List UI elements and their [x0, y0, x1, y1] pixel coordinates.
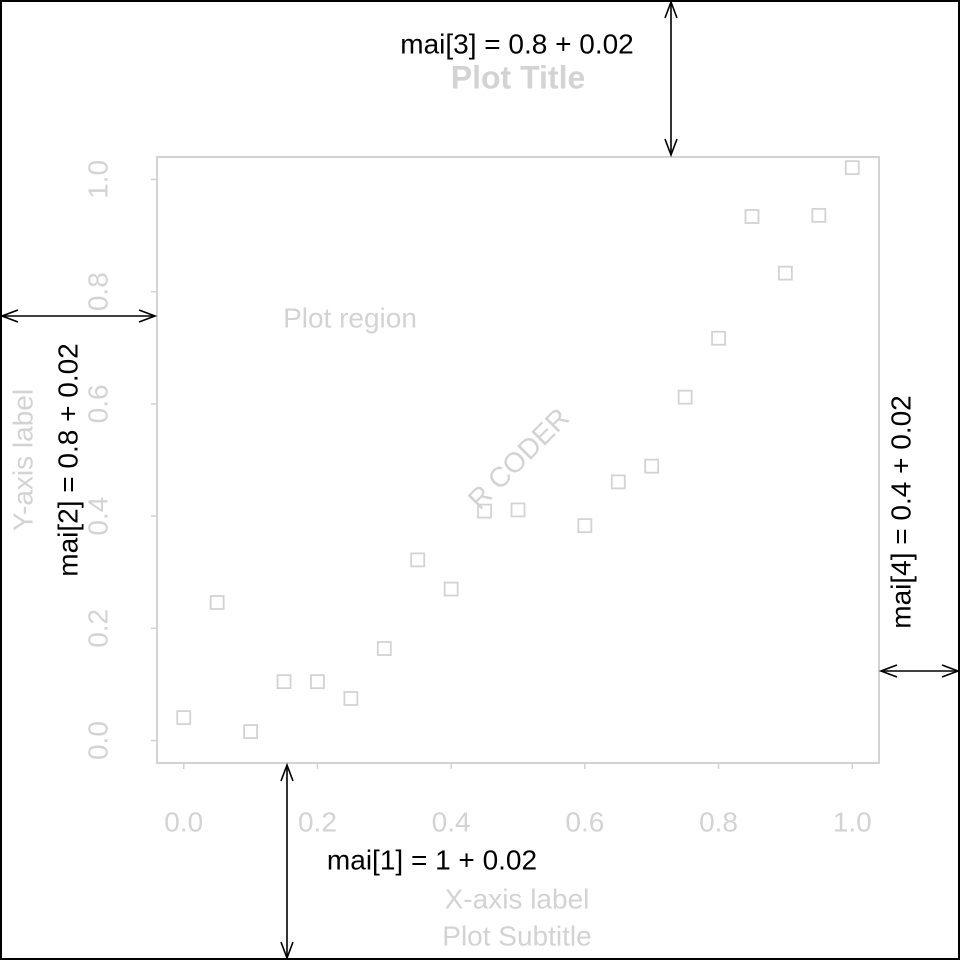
point	[510, 502, 526, 518]
annotation: mai[4] = 0.4 + 0.02	[885, 395, 916, 629]
y-tick-label: 1.0	[82, 160, 113, 199]
y-tick-label: 0.0	[82, 721, 113, 760]
y-axis-label: Y-axis label	[7, 389, 38, 531]
point	[778, 265, 793, 281]
point	[343, 691, 359, 706]
x-tick-label: 0.6	[565, 806, 604, 837]
x-tick-label: 0.2	[298, 806, 337, 837]
x-axis-label: X-axis label	[445, 883, 590, 914]
y-tick-label: 0.4	[82, 497, 113, 536]
point	[610, 474, 626, 490]
plot-box	[156, 156, 880, 764]
y-tick-label: 0.2	[82, 609, 113, 648]
annotation: mai[3] = 0.8 + 0.02	[400, 28, 634, 59]
annotation: mai[1] = 1 + 0.02	[327, 844, 537, 875]
y-tick-label: 0.6	[82, 384, 113, 423]
chart-title: Plot Title	[451, 59, 586, 95]
annotation: R CODER	[462, 402, 575, 515]
annotation: mai[2] = 0.8 + 0.02	[52, 343, 83, 577]
x-tick-label: 1.0	[833, 806, 872, 837]
point	[844, 160, 860, 176]
chart-subtitle: Plot Subtitle	[442, 920, 591, 951]
point	[209, 595, 225, 610]
point	[176, 710, 192, 725]
x-tick-label: 0.8	[699, 806, 738, 837]
point	[376, 641, 392, 656]
point	[577, 518, 593, 534]
point	[644, 458, 660, 474]
x-tick-label: 0.0	[164, 806, 203, 837]
point	[811, 207, 827, 223]
point	[276, 674, 292, 690]
y-tick-label: 0.8	[82, 272, 113, 311]
annotation: Plot region	[283, 302, 417, 333]
point	[310, 674, 325, 690]
point	[443, 581, 459, 597]
point	[744, 209, 760, 224]
x-tick-label: 0.4	[432, 806, 471, 837]
point	[410, 552, 426, 568]
point	[243, 724, 258, 739]
point	[711, 330, 726, 346]
point	[677, 389, 693, 405]
point	[477, 503, 492, 519]
